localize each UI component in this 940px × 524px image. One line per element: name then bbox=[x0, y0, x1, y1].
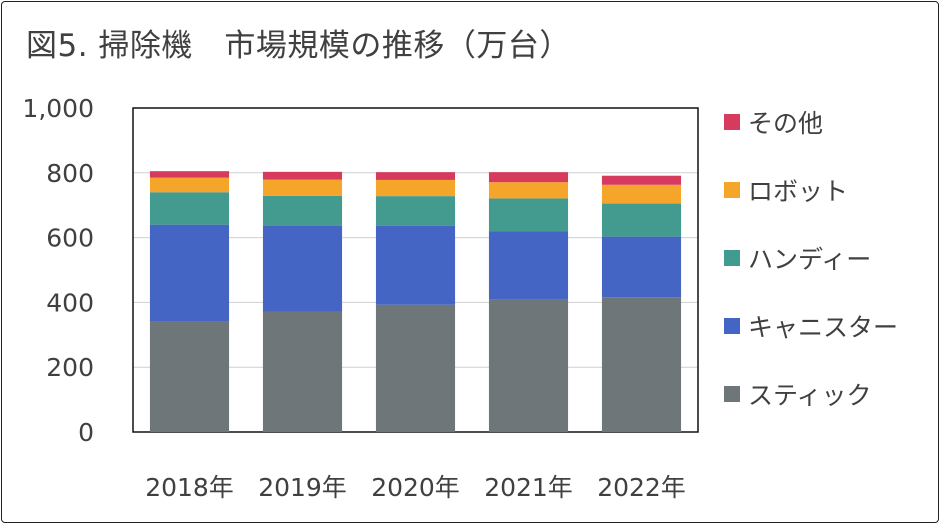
x-tick-label: 2018年 bbox=[145, 473, 234, 502]
bar-segment bbox=[488, 172, 569, 183]
bar-segment bbox=[601, 297, 682, 432]
legend-swatch bbox=[724, 114, 740, 130]
legend-label: スティック bbox=[748, 381, 872, 410]
y-tick-label: 200 bbox=[46, 353, 94, 382]
bar-segment bbox=[262, 171, 343, 180]
bar-segment bbox=[488, 231, 569, 300]
chart-title: 図5. 掃除機 市場規模の推移（万台） bbox=[26, 28, 571, 64]
bar-segment bbox=[601, 203, 682, 237]
bar-segment bbox=[375, 196, 456, 226]
bar-segment bbox=[375, 304, 456, 432]
bar-segment bbox=[488, 299, 569, 432]
bar-segment bbox=[262, 311, 343, 432]
legend-swatch bbox=[724, 386, 740, 402]
bar-segment bbox=[488, 182, 569, 199]
bar-segment bbox=[601, 175, 682, 185]
bar-segment bbox=[488, 198, 569, 232]
bar-segment bbox=[149, 224, 230, 322]
legend-label: ハンディー bbox=[748, 245, 871, 274]
y-tick-label: 1,000 bbox=[22, 94, 94, 123]
legend-label: ロボット bbox=[748, 177, 848, 206]
bar-segment bbox=[149, 321, 230, 432]
x-tick-label: 2022年 bbox=[597, 473, 686, 502]
bar-segment bbox=[262, 225, 343, 312]
legend-swatch bbox=[724, 250, 740, 266]
bar-segment bbox=[262, 179, 343, 196]
bar-segment bbox=[149, 177, 230, 193]
legend-swatch bbox=[724, 318, 740, 334]
bar-segment bbox=[375, 225, 456, 305]
x-tick-label: 2019年 bbox=[258, 473, 347, 502]
y-tick-label: 400 bbox=[46, 288, 94, 317]
y-tick-label: 0 bbox=[78, 418, 94, 447]
y-tick-label: 600 bbox=[46, 224, 94, 253]
bar-segment bbox=[375, 172, 456, 180]
legend-swatch bbox=[724, 182, 740, 198]
bar-segment bbox=[375, 179, 456, 197]
bar-segment bbox=[601, 236, 682, 298]
legend-label: キャニスター bbox=[748, 313, 898, 342]
bar-segment bbox=[262, 195, 343, 226]
y-tick-label: 800 bbox=[46, 159, 94, 188]
x-tick-label: 2020年 bbox=[371, 473, 460, 502]
bar-segment bbox=[149, 192, 230, 225]
bar-segment bbox=[149, 171, 230, 178]
x-tick-label: 2021年 bbox=[484, 473, 573, 502]
bar-segment bbox=[601, 184, 682, 204]
legend-label: その他 bbox=[748, 109, 823, 138]
